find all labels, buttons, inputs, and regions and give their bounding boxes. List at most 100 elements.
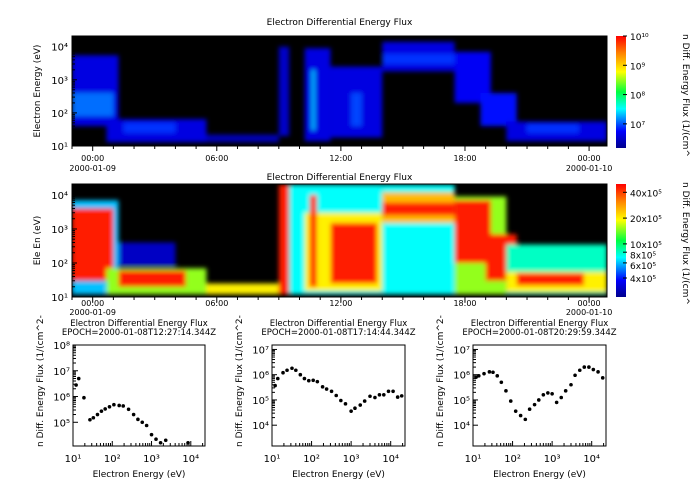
data-point	[518, 413, 523, 418]
data-point	[95, 412, 100, 417]
data-point	[600, 376, 605, 380]
flux-region	[527, 124, 579, 133]
y-tick-label: 10⁵	[53, 418, 70, 429]
data-point	[476, 374, 481, 378]
x-axis-label: Electron Energy (eV)	[93, 470, 186, 480]
y-tick-label: 10⁷	[453, 345, 470, 356]
data-point	[140, 420, 145, 425]
flux-region	[123, 122, 176, 133]
data-point	[320, 385, 325, 389]
data-point	[103, 407, 107, 411]
data-point	[163, 438, 168, 443]
x-tick-date-label: 2000-01-09	[69, 308, 116, 317]
y-axis-label: Ele En (eV)	[33, 216, 43, 266]
data-point	[112, 402, 116, 407]
x-tick-label: 12:00	[329, 154, 352, 163]
data-point	[349, 409, 353, 413]
flux-regions	[72, 184, 607, 295]
x-tick-date-label: 2000-01-10	[566, 308, 613, 317]
data-point	[499, 380, 504, 385]
y-axis-label: n Diff. Energy Flux (1/(cm^2-	[436, 315, 446, 447]
data-point	[546, 391, 550, 395]
flux-region-group	[72, 41, 607, 143]
flux-region	[351, 92, 362, 127]
plot-subtitle: EPOCH=2000-01-08T20:29:59.344Z	[462, 328, 616, 338]
data-point	[334, 393, 339, 398]
data-point	[324, 387, 329, 391]
flux-region	[480, 92, 517, 127]
colorbar-tick-label: 20x10⁵	[630, 215, 662, 225]
data-point	[582, 365, 587, 369]
plot-frame	[472, 344, 607, 447]
plot-frame	[71, 183, 608, 298]
plot-subtitle: EPOCH=2000-01-08T12:27:14.344Z	[62, 328, 216, 338]
colorbar-tick-label: 10⁸	[630, 92, 645, 102]
spectrum-plot-3: Electron Differential Energy FluxEPOCH=2…	[436, 315, 617, 480]
data-point	[76, 376, 81, 381]
data-point	[126, 407, 131, 412]
flux-region	[309, 194, 317, 287]
data-point	[74, 383, 78, 387]
data-point	[587, 365, 591, 369]
plot-title: Electron Differential Energy Flux	[70, 319, 208, 329]
flux-region-group	[72, 184, 607, 295]
data-point	[591, 367, 596, 372]
data-point	[527, 407, 532, 412]
data-point	[358, 403, 363, 407]
x-tick-label: 10¹	[465, 454, 482, 465]
panel-title: Electron Differential Energy Flux	[267, 173, 413, 183]
data-point	[569, 382, 573, 387]
data-point	[368, 394, 372, 399]
data-point	[273, 383, 277, 388]
y-tick-label: 10³	[51, 225, 68, 236]
x-tick-label: 10⁴	[182, 454, 199, 465]
data-point	[302, 376, 307, 381]
flux-region	[118, 242, 176, 267]
data-point	[532, 402, 537, 407]
y-tick-label: 10⁶	[453, 371, 470, 382]
flux-region	[118, 270, 186, 287]
x-tick-label: 18:00	[453, 299, 476, 308]
data-point	[149, 432, 154, 437]
x-tick-label: 10²	[504, 454, 521, 465]
x-tick-label: 10³	[143, 454, 160, 465]
data-point	[573, 373, 577, 378]
data-point	[377, 392, 382, 397]
data-point	[343, 402, 348, 406]
data-point	[88, 417, 92, 422]
data-point	[596, 370, 600, 374]
flux-region	[311, 69, 316, 131]
data-point	[353, 406, 357, 411]
y-tick-label: 10⁵	[453, 396, 470, 407]
data-point	[294, 368, 298, 373]
y-tick-label: 10⁴	[51, 191, 68, 202]
data-point	[290, 366, 294, 371]
colorbar-tick-label: 40x10⁵	[630, 189, 662, 199]
y-tick-label: 10⁴	[453, 421, 470, 432]
spectrogram-panel-1: Electron Differential Energy Flux 10¹ 10² 1…	[33, 18, 690, 173]
colorbar: 10¹⁰ 10⁹ 10⁸ 10⁷ n Diff. Energy Flux (1/(cm^	[616, 33, 690, 157]
data-point	[154, 437, 158, 442]
data-point	[391, 389, 395, 394]
spectrum-plot-2: Electron Differential Energy FluxEPOCH=2…	[235, 315, 416, 480]
data-point	[144, 423, 149, 428]
flux-region	[206, 134, 279, 143]
data-point	[536, 398, 541, 402]
plot-title: Electron Differential Energy Flux	[270, 319, 408, 329]
x-tick-label: 10³	[544, 454, 561, 465]
y-tick-label: 10²	[51, 259, 68, 270]
data-point	[136, 417, 140, 422]
colorbar-tick-label: 6x10⁵	[630, 262, 657, 272]
data-point	[577, 368, 582, 373]
x-tick-date-label: 2000-01-10	[566, 164, 613, 173]
y-axis-label: n Diff. Energy Flux (1/(cm^2-	[36, 315, 46, 447]
x-tick-label: 12:00	[329, 299, 352, 308]
y-tick-label: 10⁶	[53, 393, 70, 404]
y-tick-label: 10¹	[51, 293, 68, 304]
data-point	[99, 409, 104, 413]
data-point	[550, 392, 554, 396]
data-point	[487, 370, 492, 374]
flux-regions	[72, 41, 607, 143]
